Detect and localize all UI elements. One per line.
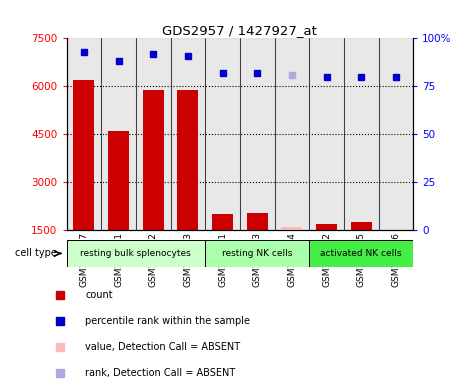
Bar [309,38,344,230]
Text: activated NK cells: activated NK cells [321,249,402,258]
Bar [379,38,413,230]
Bar [247,213,267,230]
Bar [212,214,233,230]
Bar [66,240,205,267]
Bar [205,38,240,230]
Bar [275,38,309,230]
Bar [66,38,101,230]
Text: count: count [85,290,113,300]
Bar [351,222,371,230]
Text: resting bulk splenocytes: resting bulk splenocytes [80,249,191,258]
Bar [171,38,205,230]
Bar [282,227,302,230]
Text: percentile rank within the sample: percentile rank within the sample [85,316,250,326]
Bar [74,80,94,230]
Bar [143,89,163,230]
Bar [108,131,129,230]
Bar [205,240,309,267]
Bar [136,38,171,230]
Text: resting NK cells: resting NK cells [222,249,293,258]
Text: cell type: cell type [15,248,57,258]
Title: GDS2957 / 1427927_at: GDS2957 / 1427927_at [162,24,317,37]
Text: rank, Detection Call = ABSENT: rank, Detection Call = ABSENT [85,368,236,378]
Text: value, Detection Call = ABSENT: value, Detection Call = ABSENT [85,342,240,352]
Bar [316,224,337,230]
Bar [240,38,275,230]
Bar [309,240,413,267]
Bar [386,230,406,235]
Bar [178,89,198,230]
Bar [344,38,379,230]
Bar [101,38,136,230]
